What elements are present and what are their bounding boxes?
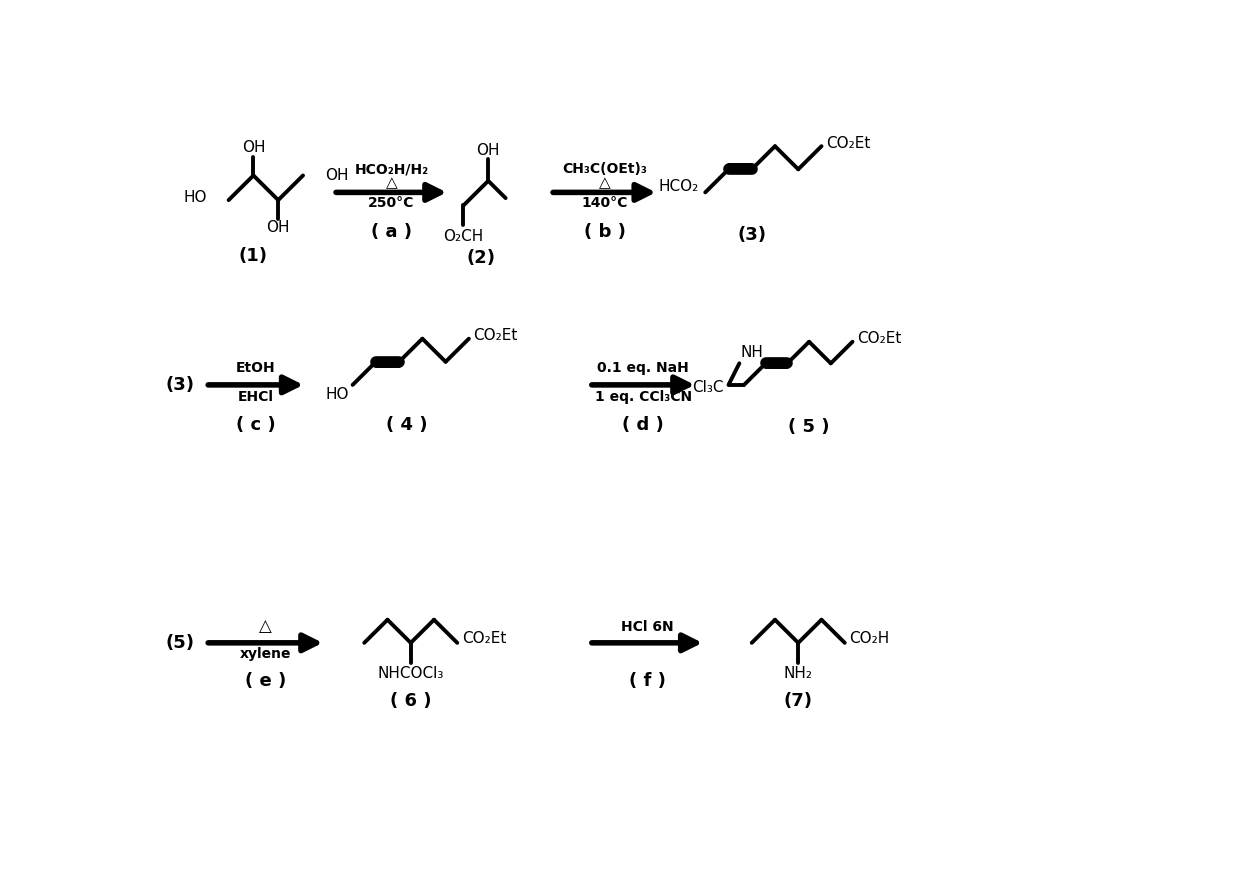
Text: △: △: [259, 617, 273, 635]
Text: EtOH: EtOH: [236, 361, 275, 375]
Text: 250°C: 250°C: [368, 196, 414, 210]
Text: ( 4 ): ( 4 ): [386, 416, 428, 434]
Text: ( d ): ( d ): [622, 416, 665, 434]
Text: CO₂Et: CO₂Et: [857, 331, 901, 347]
Text: 140°C: 140°C: [582, 196, 627, 210]
Text: CO₂Et: CO₂Et: [826, 135, 870, 151]
Text: NH: NH: [742, 345, 764, 360]
Text: OH: OH: [476, 143, 500, 158]
Text: OH: OH: [242, 140, 265, 155]
Text: (5): (5): [165, 634, 195, 652]
Text: HCO₂H/H₂: HCO₂H/H₂: [355, 162, 429, 176]
Text: HO: HO: [325, 387, 348, 402]
Text: ( b ): ( b ): [584, 224, 625, 241]
Text: NHCOCl₃: NHCOCl₃: [377, 666, 444, 681]
Text: HCO₂: HCO₂: [658, 179, 699, 193]
Text: 0.1 eq. NaH: 0.1 eq. NaH: [598, 361, 689, 375]
Text: xylene: xylene: [241, 647, 291, 660]
Text: CO₂Et: CO₂Et: [463, 631, 506, 646]
Text: CH₃C(OEt)₃: CH₃C(OEt)₃: [562, 162, 647, 176]
Text: HO: HO: [184, 190, 207, 205]
Text: △: △: [386, 176, 397, 191]
Text: HCl 6N: HCl 6N: [621, 620, 673, 634]
Text: O₂CH: O₂CH: [444, 229, 484, 244]
Text: ( a ): ( a ): [371, 224, 412, 241]
Text: NH₂: NH₂: [784, 666, 812, 681]
Text: ( c ): ( c ): [236, 416, 275, 434]
Text: OH: OH: [325, 168, 348, 183]
Text: △: △: [599, 176, 610, 191]
Text: (7): (7): [784, 691, 812, 709]
Text: (1): (1): [239, 247, 268, 265]
Text: (3): (3): [165, 376, 195, 394]
Text: (3): (3): [738, 225, 766, 244]
Text: Cl₃C: Cl₃C: [692, 380, 724, 396]
Text: OH: OH: [267, 220, 290, 235]
Text: EHCl: EHCl: [238, 390, 274, 405]
Text: ( 6 ): ( 6 ): [391, 691, 432, 709]
Text: ( 5 ): ( 5 ): [789, 418, 830, 437]
Text: (2): (2): [466, 249, 495, 266]
Text: ( e ): ( e ): [246, 673, 286, 691]
Text: ( f ): ( f ): [629, 673, 666, 691]
Text: CO₂H: CO₂H: [849, 631, 889, 646]
Text: 1 eq. CCl₃CN: 1 eq. CCl₃CN: [595, 390, 692, 405]
Text: CO₂Et: CO₂Et: [474, 328, 518, 343]
